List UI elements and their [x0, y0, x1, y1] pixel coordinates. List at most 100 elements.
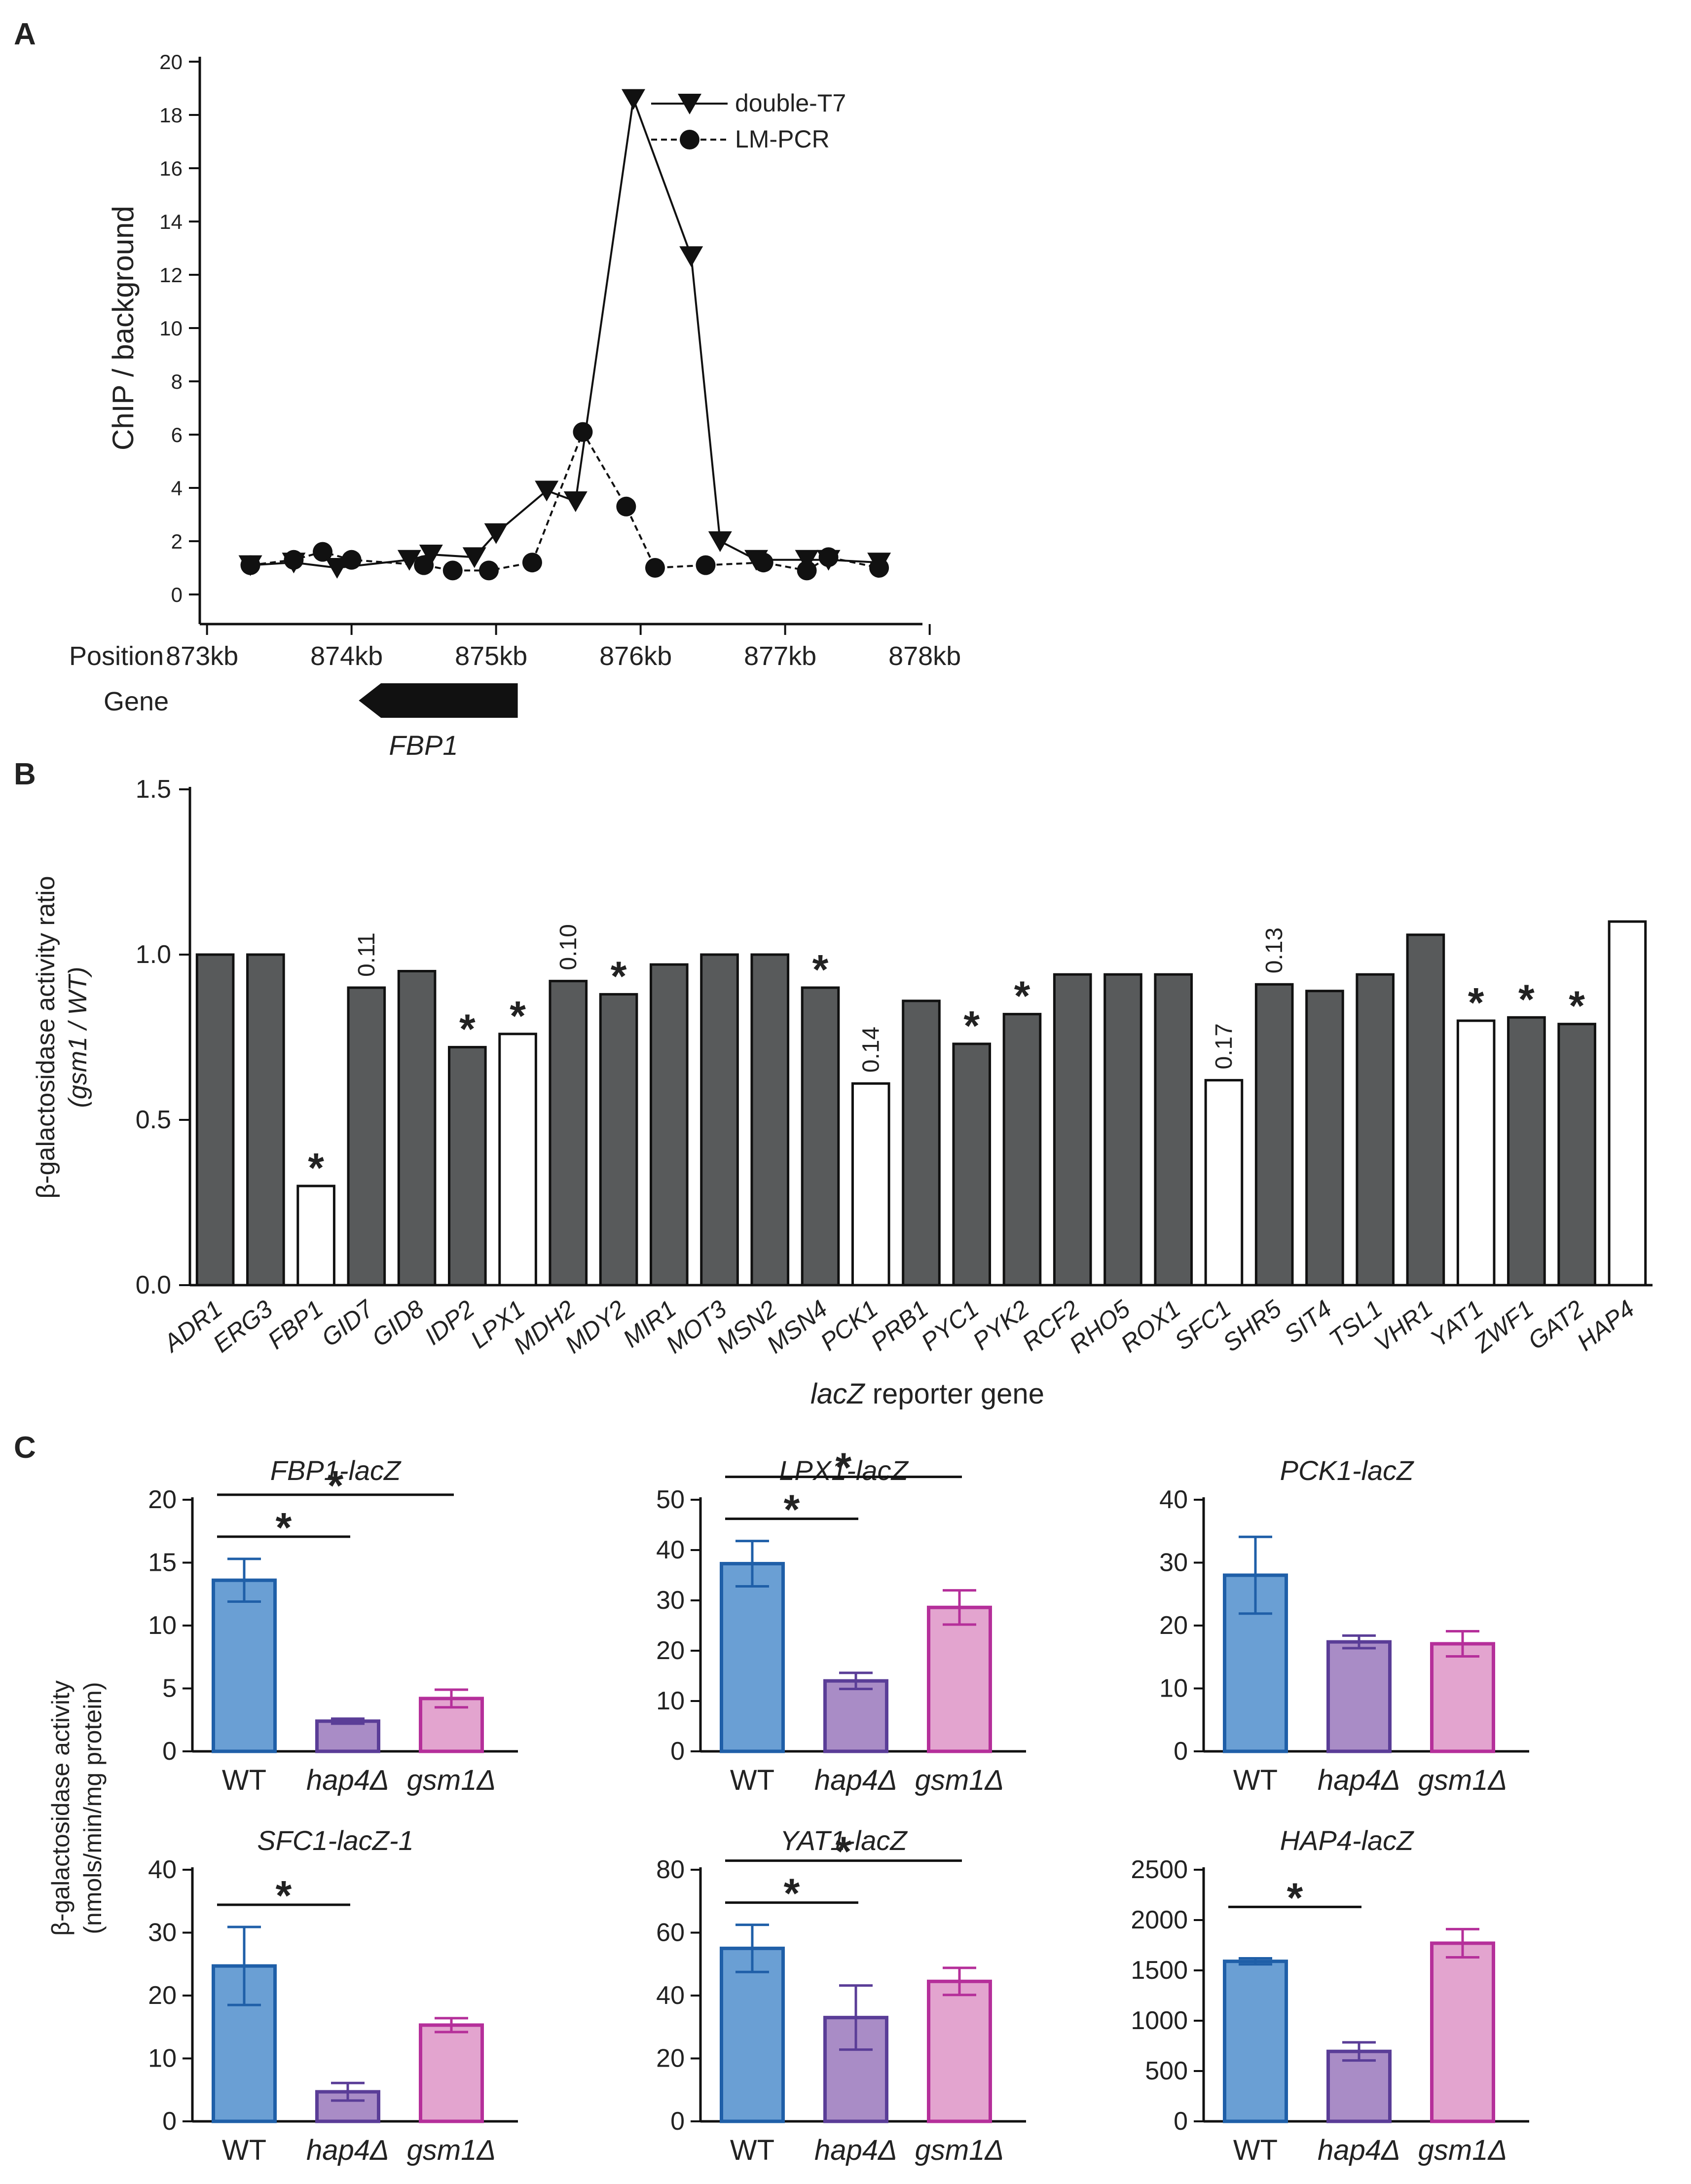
bar-sit4 [1305, 990, 1344, 1287]
subplot-lpx1-lacz: 0 10 20 30 40 50 LPX1-lacZ WT hap4Δ gsm1Δ * * [656, 1444, 1026, 1796]
legend-marker-lm-pcr [680, 130, 699, 149]
data-point-double-t7 [397, 550, 421, 571]
bar-wt [1223, 1573, 1288, 1753]
y-tick-label: 8 [171, 370, 183, 393]
significance-star: * [328, 1462, 344, 1509]
y-tick-label: 40 [656, 1536, 685, 1564]
legend-label-lm-pcr: LM-PCR [735, 125, 830, 153]
y-tick-label: 50 [656, 1485, 685, 1514]
y-tick-label: 40 [148, 1855, 177, 1884]
category-label-wt: WT [1233, 2134, 1278, 2166]
y-axis-title: β-galactosidase activity [47, 1680, 74, 1936]
y-tick-label: 2 [171, 530, 183, 553]
bar-hap4 [315, 1719, 380, 1753]
data-point-double-t7 [484, 523, 508, 544]
category-label-hap4: hap4Δ [1318, 2134, 1400, 2166]
category-label-hap4: hap4Δ [1318, 1764, 1400, 1796]
x-tick-label: 878kb [888, 641, 961, 671]
subplot-title: LPX1-lacZ [779, 1455, 909, 1486]
y-tick-label: 10 [148, 2044, 177, 2073]
bar-lpx1 [498, 1033, 537, 1287]
y-tick-label: 0 [670, 1737, 685, 1766]
significance-star: * [1569, 983, 1585, 1029]
y-tick-label: 40 [1159, 1485, 1188, 1514]
x-tick-label: 874kb [310, 641, 383, 671]
category-label-wt: WT [1233, 1764, 1278, 1796]
category-label-gsm1: gsm1Δ [407, 2134, 496, 2166]
panel-label-b: B [14, 757, 36, 791]
subplot-hap4-lacz: 0 500 1000 1500 2000 2500 HAP4-lacZ WT hap4Δ gsm1… [1131, 1825, 1529, 2166]
y-tick-label: 20 [656, 2044, 685, 2073]
y-tick-label: 0 [670, 2107, 685, 2136]
p-value-label: 0.10 [555, 924, 582, 970]
y-tick-label: 2500 [1131, 1855, 1188, 1884]
data-point-lm-pcr [479, 560, 499, 581]
panel-label-c: C [14, 1431, 36, 1465]
bar-gsm1 [1430, 1941, 1495, 2123]
gene-row-label: Gene [104, 687, 169, 716]
subplot-yat1-lacz: 0 20 40 60 80 YAT1-lacZ WT hap4Δ gsm1Δ * * [656, 1825, 1026, 2166]
y-tick-label: 0 [1174, 1737, 1188, 1766]
y-tick-label: 0 [162, 2107, 177, 2136]
bar-gsm1 [927, 1979, 992, 2123]
y-tick-label: 20 [1159, 1611, 1188, 1640]
data-point-lm-pcr [869, 558, 889, 578]
significance-star: * [812, 946, 829, 993]
y-tick-label: 60 [656, 1919, 685, 1947]
significance-star: * [963, 1002, 980, 1049]
significance-star: * [276, 1872, 292, 1919]
bar-wt [720, 1946, 785, 2123]
bar-gat2 [1557, 1023, 1596, 1287]
y-tick-label: 0.5 [136, 1106, 171, 1134]
y-tick-label: 12 [159, 263, 183, 287]
data-point-double-t7 [563, 491, 588, 512]
y-axis-title: ChIP / background [107, 206, 140, 450]
position-row-label: Position [69, 641, 164, 671]
p-value-label: 0.11 [354, 932, 380, 977]
data-point-double-t7 [535, 481, 559, 502]
panel-a-chip-chart: 0 2 4 6 8 10 12 14 16 18 20 ChIP / background Positi… [69, 50, 961, 761]
category-label-hap4: hap4Δ [306, 1764, 389, 1796]
y-tick-label: 10 [148, 1611, 177, 1640]
significance-star: * [276, 1504, 292, 1551]
p-value-label: 0.13 [1261, 927, 1287, 973]
bar-wt [1223, 1960, 1288, 2123]
category-label-gsm1: gsm1Δ [407, 1764, 496, 1796]
bar-idp2 [448, 1046, 487, 1287]
bar-zwf1 [1507, 1016, 1546, 1287]
data-point-double-t7 [679, 246, 703, 267]
bar-wt [212, 1578, 277, 1753]
y-tick-label: 16 [159, 157, 183, 180]
bar-yat1 [1456, 1019, 1496, 1287]
category-label-wt: WT [222, 1764, 266, 1796]
significance-star: * [836, 1828, 852, 1875]
bar-pck1 [851, 1082, 890, 1287]
y-tick-label: 80 [656, 1855, 685, 1884]
subplot-pck1-lacz: 0 10 20 30 40 PCK1-lacZ WT hap4Δ gsm1Δ [1159, 1455, 1529, 1796]
data-point-lm-pcr [313, 542, 333, 562]
significance-star: * [836, 1444, 852, 1491]
y-tick-label: 4 [171, 477, 183, 500]
y-tick-label: 20 [656, 1636, 685, 1665]
y-tick-label: 0.0 [136, 1271, 171, 1299]
category-label-wt: WT [222, 2134, 266, 2166]
y-tick-label: 10 [159, 317, 183, 340]
subplot-title: FBP1-lacZ [270, 1455, 402, 1486]
category-label-wt: WT [730, 1764, 774, 1796]
bar-mot3 [700, 953, 739, 1287]
data-point-lm-pcr [818, 547, 839, 567]
data-point-lm-pcr [522, 553, 542, 573]
y-tick-label: 500 [1145, 2057, 1188, 2085]
x-tick-label: 873kb [166, 641, 238, 671]
significance-star: * [1014, 973, 1030, 1019]
data-point-lm-pcr [797, 560, 817, 581]
data-point-double-t7 [795, 550, 819, 571]
y-tick-label: 18 [159, 104, 183, 127]
y-tick-label: 1500 [1131, 1956, 1188, 1985]
bar-hap4 [1326, 1640, 1392, 1753]
category-label-gsm1: gsm1Δ [1418, 1764, 1507, 1796]
bar-rcf2 [1053, 973, 1092, 1287]
y-tick-label: 30 [1159, 1549, 1188, 1577]
y-tick-label: 20 [148, 1981, 177, 2010]
